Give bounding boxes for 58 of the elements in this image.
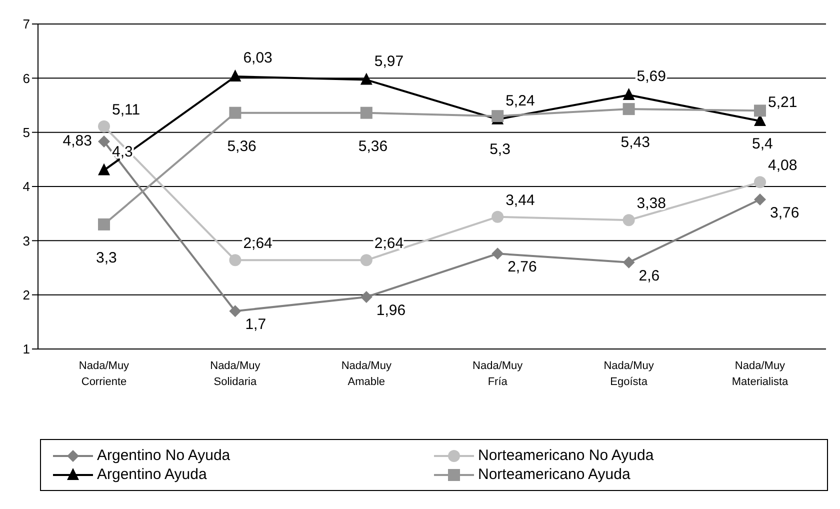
point	[98, 218, 110, 230]
y-tick-label: 7	[22, 16, 30, 32]
point	[754, 194, 766, 206]
point	[622, 214, 635, 226]
point	[229, 254, 242, 266]
point	[492, 248, 504, 260]
y-tick-label: 6	[22, 70, 30, 86]
data-label: 5,24	[506, 92, 535, 110]
point	[622, 103, 635, 116]
data-label: 5,3	[490, 141, 510, 158]
data-label: 3,76	[770, 204, 800, 222]
point	[360, 72, 372, 85]
point	[754, 176, 766, 188]
point	[229, 70, 242, 82]
point	[360, 106, 372, 119]
x-tick-label: Nada/Muy Amable	[341, 360, 392, 388]
data-label: 3,44	[506, 192, 535, 209]
data-label: 5,43	[620, 134, 650, 152]
legend-label: Norteamericano Ayuda	[478, 465, 630, 484]
y-tick-label: 1	[22, 342, 30, 357]
data-label: 3,38	[636, 195, 666, 212]
data-label: 3,3	[96, 249, 117, 266]
legend-label: Norteamericano No Ayuda	[478, 446, 654, 465]
point	[229, 106, 242, 119]
data-label: 5,4	[752, 136, 773, 153]
data-label: 5,36	[358, 138, 388, 155]
y-tick-label: 2	[22, 287, 30, 302]
data-label: 5,11	[112, 101, 140, 118]
point	[360, 254, 372, 266]
x-tick-label: Nada/Muy Materialista	[732, 360, 789, 388]
y-tick-label: 5	[22, 124, 30, 140]
legend-label: Argentino Ayuda	[97, 465, 207, 484]
point	[360, 291, 372, 303]
x-tick-label: Nada/Muy Corriente	[78, 360, 130, 388]
data-label: 2,6	[638, 267, 660, 284]
point	[492, 210, 504, 223]
point	[754, 104, 766, 117]
data-label: 2,76	[508, 258, 537, 276]
data-label: 5,36	[227, 138, 256, 155]
point	[98, 136, 110, 148]
point	[98, 120, 110, 132]
point	[98, 163, 110, 176]
data-label: 4,08	[768, 157, 798, 174]
data-label: 1,96	[376, 302, 406, 319]
point	[622, 88, 635, 100]
data-label: 1,7	[245, 316, 266, 334]
y-tick-label: 3	[22, 233, 30, 248]
data-label: 5,21	[768, 94, 798, 111]
y-tick-label: 4	[22, 179, 30, 194]
point	[622, 256, 635, 268]
data-label: 4,83	[62, 132, 92, 150]
x-tick-label: Nada/Muy Egoísta	[604, 360, 654, 388]
legend-label: Argentino No Ayuda	[97, 446, 230, 465]
x-tick-label: Nada/Muy Fría	[472, 360, 524, 388]
x-tick-label: Nada/Muy Solidaria	[210, 360, 261, 388]
data-label: 5,97	[374, 52, 404, 70]
data-label: 6,03	[243, 50, 272, 67]
point	[229, 305, 242, 318]
